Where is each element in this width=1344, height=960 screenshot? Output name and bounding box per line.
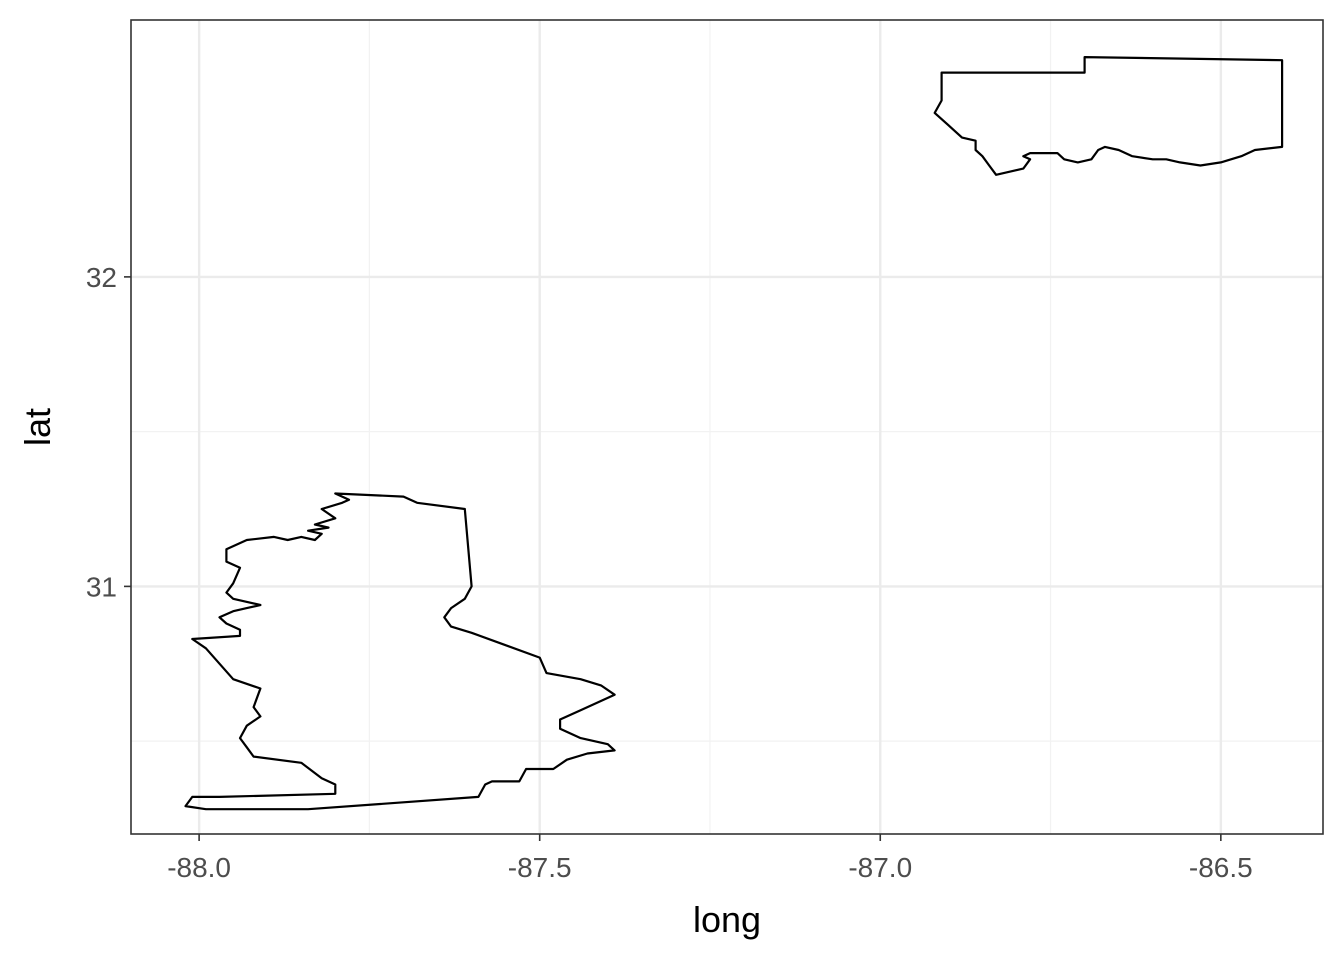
region-outlines xyxy=(184,55,1284,811)
x-tick-label: -86.5 xyxy=(1189,852,1253,883)
region-outline-1 xyxy=(184,492,616,811)
x-tick-label: -87.0 xyxy=(848,852,912,883)
x-tick-label: -88.0 xyxy=(167,852,231,883)
y-tick-label: 32 xyxy=(86,262,117,293)
panel-border xyxy=(130,19,1324,835)
axis-ticks: -88.0 -87.5 -87.0 -86.5 31 32 xyxy=(86,262,1253,883)
y-axis-title: lat xyxy=(17,408,58,446)
x-axis-title: long xyxy=(693,899,761,940)
grid-lines xyxy=(131,20,1323,834)
x-tick-label: -87.5 xyxy=(508,852,572,883)
y-tick-label: 31 xyxy=(86,571,117,602)
region-outline-2 xyxy=(933,55,1284,176)
